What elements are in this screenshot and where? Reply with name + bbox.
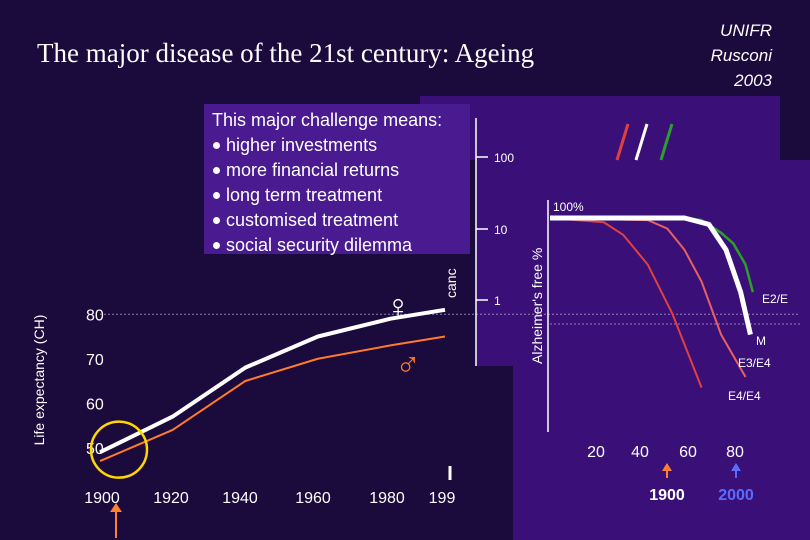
right-panel (420, 96, 780, 160)
alzheimer-series-E4/E4 (549, 217, 703, 388)
callout-heading: This major challenge means: (212, 110, 443, 130)
male-symbol: ♂ (395, 346, 421, 384)
callout-bullet-text: customised treatment (226, 210, 399, 230)
cancer-ytick: 1 (494, 294, 501, 308)
alzheimer-series-label: E4/E4 (728, 389, 761, 403)
callout-bullet: social security dilemma (212, 233, 470, 258)
life-expectancy-ytick: 70 (86, 352, 104, 369)
callout-bullet-text: higher investments (226, 135, 378, 155)
year-marker-label: 2000 (718, 487, 754, 504)
callout-bullet: more financial returns (212, 158, 470, 183)
alzheimer-series-label: M (756, 334, 766, 348)
alzheimer-xtick: 40 (631, 444, 649, 461)
bullet-dot-icon (213, 192, 220, 199)
year-marker-arrow-head-icon (731, 463, 741, 471)
life-expectancy-xtick: 1900 (84, 490, 120, 507)
alzheimer-xtick: 80 (726, 444, 744, 461)
life-expectancy-ytick: 80 (86, 307, 104, 324)
life-expectancy-xtick: 1940 (222, 490, 258, 507)
bullet-dot-icon (213, 167, 220, 174)
year-marker-arrow-head-icon (662, 463, 672, 471)
break-stroke-white (634, 123, 649, 161)
callout-bullet-text: social security dilemma (226, 235, 413, 255)
right-panel-lower (513, 160, 810, 540)
alzheimer-xtick: 60 (679, 444, 697, 461)
life-expectancy-ytick: 50 (86, 441, 104, 458)
log-panel (476, 96, 524, 366)
brand-line-1: UNIFR (720, 21, 772, 40)
bullet-dot-icon (213, 242, 220, 249)
alzheimer-series-M (550, 215, 753, 336)
slide-title: The major disease of the 21st century: A… (37, 38, 535, 68)
cancer-ytick: 100 (494, 151, 514, 165)
brand-line-3: 2003 (734, 71, 772, 90)
bullet-dot-icon (213, 142, 220, 149)
year-marker-label: 1900 (649, 487, 685, 504)
life-expectancy-series-male (99, 335, 446, 463)
start-highlight-circle (89, 420, 149, 479)
alzheimer-chart: Alzheimer's free % 100% E2/EME3/E4E4/E4 … (529, 123, 800, 504)
brand-block: UNIFR Rusconi 2003 (711, 18, 772, 93)
life-expectancy-xtick: 1960 (295, 490, 331, 507)
callout-bullet-text: more financial returns (226, 160, 400, 180)
life-expectancy-chart: Life expectancy (CH) 80 70 60 50 1900 1920 19… (31, 288, 800, 538)
alzheimer-xtick: 20 (587, 444, 605, 461)
callout-bullet-text: long term treatment (226, 185, 383, 205)
start-arrow (110, 503, 122, 538)
brand-line-2: Rusconi (710, 46, 772, 65)
female-symbol: ♀ (385, 288, 411, 326)
cancer-ylabel: canc (443, 268, 459, 298)
life-expectancy-ytick: 60 (86, 396, 104, 413)
life-expectancy-xtick: 1980 (369, 490, 405, 507)
alzheimer-series-label: E3/E4 (738, 356, 771, 370)
life-expectancy-xtick: 199 (429, 490, 456, 507)
challenge-callout: This major challenge means: higher inves… (204, 104, 470, 255)
cancer-chart: 100 10 1 canc (443, 118, 514, 480)
callout-bullet: long term treatment (212, 183, 470, 208)
alzheimer-top-label: 100% (553, 200, 584, 214)
callout-bullet: customised treatment (212, 208, 470, 233)
callout-bullet: higher investments (212, 133, 470, 158)
life-expectancy-xtick: 1920 (153, 490, 189, 507)
alzheimer-ylabel: Alzheimer's free % (529, 248, 545, 364)
cancer-ytick: 10 (494, 223, 508, 237)
life-expectancy-series-female (99, 307, 446, 454)
bullet-dot-icon (213, 217, 220, 224)
alzheimer-series-label: E2/E (762, 292, 788, 306)
break-stroke-red (615, 123, 630, 161)
break-stroke-green (659, 123, 674, 161)
life-expectancy-ylabel: Life expectancy (CH) (31, 315, 47, 446)
